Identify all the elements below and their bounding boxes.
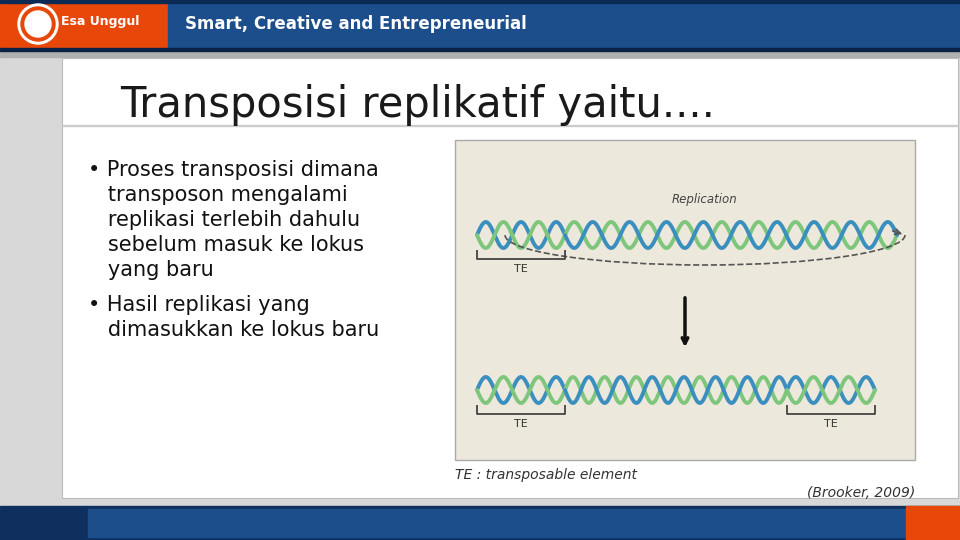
Bar [0,0,168,48]
Text: yang baru: yang baru [88,260,214,280]
Bar [0,506,960,540]
Bar [168,0,960,48]
Text: Smart, Creative and Entrepreneurial: Smart, Creative and Entrepreneurial [185,15,527,33]
Text: Replication: Replication [672,193,738,206]
Circle shape [18,4,58,44]
Bar [88,509,906,537]
Text: TE: TE [824,419,838,429]
Bar [0,48,960,51]
Bar [62,58,958,498]
Bar [0,51,960,57]
Text: Esa Unggul: Esa Unggul [60,16,139,29]
Text: dimasukkan ke lokus baru: dimasukkan ke lokus baru [88,320,379,340]
Text: transposon mengalami: transposon mengalami [88,185,348,205]
Text: • Proses transposisi dimana: • Proses transposisi dimana [88,160,379,180]
Text: (Brooker, 2009): (Brooker, 2009) [806,486,915,500]
Bar [62,125,958,126]
Bar [906,506,960,540]
Text: Transposisi replikatif yaitu....: Transposisi replikatif yaitu.... [120,84,715,126]
Text: sebelum masuk ke lokus: sebelum masuk ke lokus [88,235,364,255]
Text: TE: TE [515,419,528,429]
Bar [0,0,960,3]
Text: TE: TE [515,264,528,274]
Bar [455,140,915,460]
Text: TE : transposable element: TE : transposable element [455,468,637,482]
Circle shape [21,7,55,41]
Text: replikasi terlebih dahulu: replikasi terlebih dahulu [88,210,360,230]
Text: • Hasil replikasi yang: • Hasil replikasi yang [88,295,310,315]
Circle shape [25,11,51,37]
